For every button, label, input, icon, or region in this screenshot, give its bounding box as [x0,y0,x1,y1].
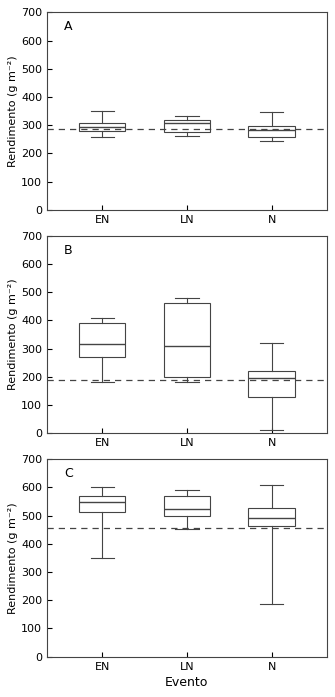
Y-axis label: Rendimento (g m⁻²): Rendimento (g m⁻²) [8,55,18,167]
PathPatch shape [163,303,210,377]
Y-axis label: Rendimento (g m⁻²): Rendimento (g m⁻²) [8,502,18,613]
PathPatch shape [248,371,295,397]
Text: C: C [64,467,73,480]
PathPatch shape [163,496,210,516]
PathPatch shape [248,125,295,137]
PathPatch shape [79,496,126,512]
PathPatch shape [79,123,126,132]
X-axis label: Evento: Evento [165,675,209,689]
PathPatch shape [79,323,126,357]
Y-axis label: Rendimento (g m⁻²): Rendimento (g m⁻²) [8,279,18,390]
Text: A: A [64,20,72,33]
PathPatch shape [163,120,210,132]
Text: B: B [64,244,72,256]
PathPatch shape [248,507,295,526]
